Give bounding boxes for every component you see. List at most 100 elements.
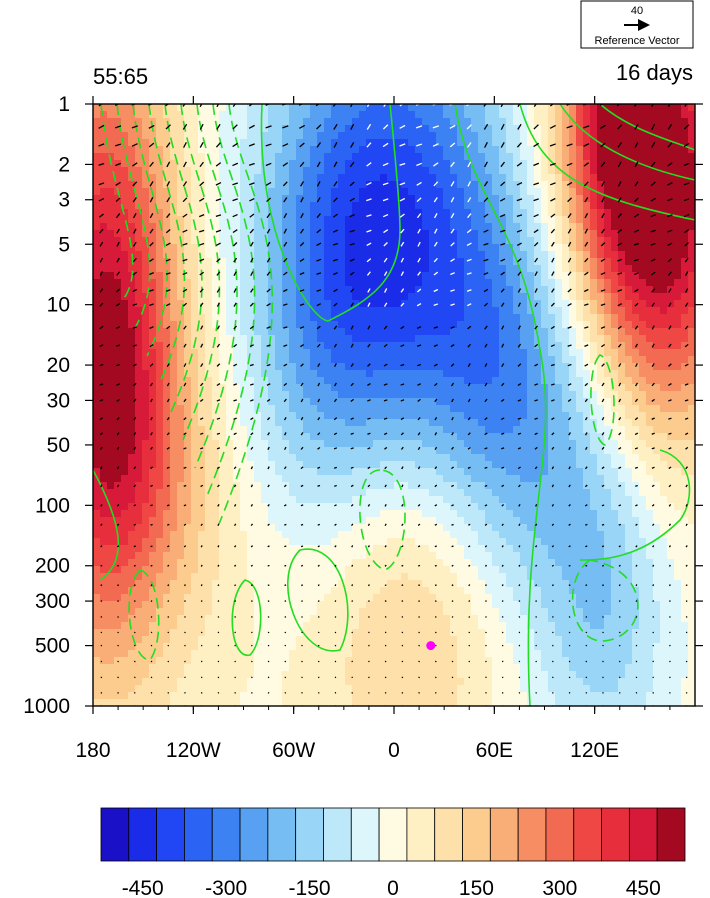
field-cell	[107, 580, 115, 588]
field-cell	[100, 538, 108, 546]
field-cell	[310, 566, 318, 574]
field-cell	[282, 636, 290, 644]
field-cell	[254, 174, 262, 182]
field-cell	[93, 363, 101, 371]
field-cell	[492, 419, 500, 427]
field-cell	[408, 363, 416, 371]
field-cell	[380, 517, 388, 525]
field-cell	[289, 671, 297, 679]
field-cell	[261, 321, 269, 329]
field-cell	[247, 552, 255, 560]
field-cell	[443, 531, 451, 539]
field-cell	[415, 244, 423, 252]
field-cell	[394, 293, 402, 301]
field-cell	[380, 692, 388, 700]
field-cell	[317, 265, 325, 273]
field-cell	[408, 188, 416, 196]
field-cell	[205, 132, 213, 140]
field-cell	[366, 657, 374, 665]
field-cell	[212, 510, 220, 518]
field-cell	[142, 482, 150, 490]
field-cell	[135, 125, 143, 133]
field-cell	[338, 286, 346, 294]
field-cell	[170, 510, 178, 518]
field-cell	[394, 328, 402, 336]
field-cell	[303, 188, 311, 196]
field-cell	[436, 482, 444, 490]
field-cell	[149, 601, 157, 609]
field-cell	[114, 286, 122, 294]
field-cell	[184, 202, 192, 210]
field-cell	[100, 370, 108, 378]
field-cell	[324, 209, 332, 217]
field-cell	[464, 503, 472, 511]
field-cell	[429, 538, 437, 546]
field-cell	[226, 517, 234, 525]
field-cell	[422, 580, 430, 588]
field-cell	[485, 412, 493, 420]
field-cell	[485, 643, 493, 651]
field-cell	[121, 468, 129, 476]
field-cell	[443, 545, 451, 553]
field-cell	[310, 559, 318, 567]
field-cell	[296, 335, 304, 343]
field-cell	[135, 559, 143, 567]
field-cell	[429, 391, 437, 399]
field-cell	[359, 146, 367, 154]
field-cell	[128, 188, 136, 196]
field-cell	[408, 692, 416, 700]
field-cell	[233, 573, 241, 581]
field-cell	[170, 251, 178, 259]
field-cell	[149, 496, 157, 504]
field-cell	[443, 496, 451, 504]
field-cell	[198, 538, 206, 546]
field-cell	[415, 125, 423, 133]
field-cell	[121, 125, 129, 133]
field-cell	[422, 482, 430, 490]
field-cell	[205, 405, 213, 413]
field-cell	[121, 608, 129, 616]
field-cell	[457, 223, 465, 231]
field-cell	[233, 398, 241, 406]
field-cell	[331, 174, 339, 182]
field-cell	[324, 125, 332, 133]
field-cell	[275, 587, 283, 595]
field-cell	[177, 503, 185, 511]
field-cell	[443, 279, 451, 287]
field-cell	[415, 608, 423, 616]
field-cell	[471, 377, 479, 385]
field-cell	[149, 615, 157, 623]
field-cell	[296, 510, 304, 518]
field-cell	[219, 230, 227, 238]
field-cell	[310, 622, 318, 630]
field-cell	[184, 601, 192, 609]
field-cell	[93, 139, 101, 147]
field-cell	[233, 468, 241, 476]
field-cell	[415, 636, 423, 644]
field-cell	[359, 559, 367, 567]
field-cell	[163, 391, 171, 399]
field-cell	[107, 223, 115, 231]
field-cell	[408, 237, 416, 245]
field-cell	[296, 139, 304, 147]
field-cell	[478, 286, 486, 294]
field-cell	[226, 139, 234, 147]
field-cell	[191, 300, 199, 308]
field-cell	[100, 580, 108, 588]
field-cell	[107, 132, 115, 140]
field-cell	[205, 146, 213, 154]
field-cell	[156, 503, 164, 511]
field-cell	[100, 664, 108, 672]
field-cell	[114, 195, 122, 203]
field-cell	[366, 132, 374, 140]
field-cell	[485, 356, 493, 364]
field-cell	[219, 538, 227, 546]
field-cell	[352, 265, 360, 273]
field-cell	[338, 272, 346, 280]
field-cell	[457, 531, 465, 539]
field-cell	[226, 608, 234, 616]
field-cell	[289, 685, 297, 693]
field-cell	[205, 566, 213, 574]
field-cell	[415, 293, 423, 301]
field-cell	[170, 678, 178, 686]
